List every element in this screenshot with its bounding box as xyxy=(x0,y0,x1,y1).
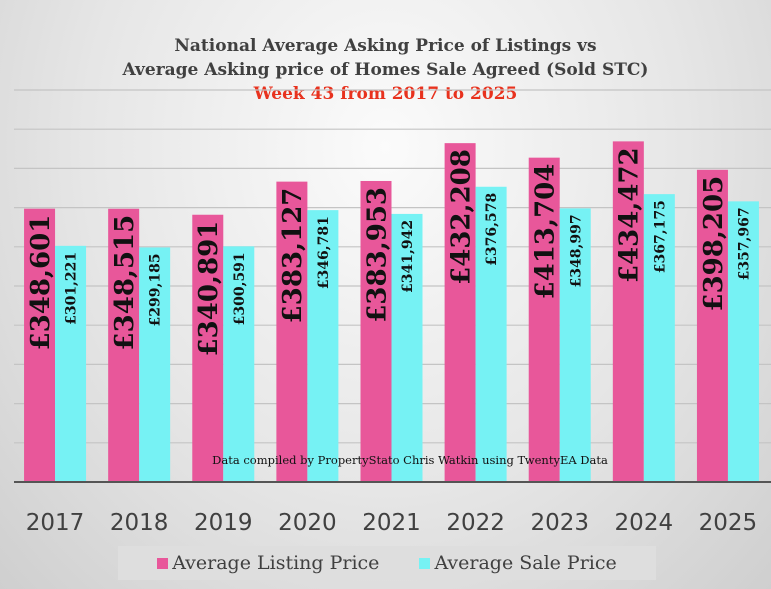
data-label-listing: £348,515 xyxy=(110,215,140,351)
x-tick-label: 2024 xyxy=(615,510,674,536)
bar-listing xyxy=(444,143,476,482)
data-label-listing: £434,472 xyxy=(615,147,645,283)
bar-listing xyxy=(612,141,644,482)
bar-sale xyxy=(475,186,507,482)
legend-item-listing: Average Listing Price xyxy=(157,552,379,574)
data-label-sale: £301,221 xyxy=(64,252,80,325)
chart-title: National Average Asking Price of Listing… xyxy=(174,36,597,56)
x-tick-label: 2022 xyxy=(446,510,505,536)
annotation: Data compiled by PropertyStato Chris Wat… xyxy=(212,453,608,467)
legend-label-sale: Average Sale Price xyxy=(434,552,617,574)
chart-title-line2: Average Asking price of Homes Sale Agree… xyxy=(122,60,649,80)
data-label-listing: £340,891 xyxy=(194,221,224,357)
bar-listing xyxy=(360,180,392,483)
legend-label-listing: Average Listing Price xyxy=(172,552,380,574)
bar-sale xyxy=(643,194,675,482)
x-tick-label: 2021 xyxy=(362,510,421,536)
data-label-sale: £299,185 xyxy=(148,253,164,326)
bar-sale xyxy=(559,208,591,482)
x-tick-label: 2017 xyxy=(26,510,85,536)
data-label-sale: £346,781 xyxy=(316,216,332,289)
data-label-sale: £348,997 xyxy=(568,214,584,287)
chart-subtitle: Week 43 from 2017 to 2025 xyxy=(253,84,518,104)
bar-listing xyxy=(24,208,56,482)
x-tick-label: 2019 xyxy=(194,510,253,536)
data-label-listing: £348,601 xyxy=(26,215,56,351)
data-label-listing: £432,208 xyxy=(446,149,476,285)
bar-listing xyxy=(528,157,560,482)
data-label-sale: £376,578 xyxy=(484,193,500,266)
bar-listing xyxy=(108,208,140,483)
data-label-listing: £398,205 xyxy=(699,176,729,312)
x-tick-label: 2018 xyxy=(110,510,169,536)
legend-swatch-sale xyxy=(419,557,431,569)
bar-sale xyxy=(55,245,87,482)
legend: Average Listing Price Average Sale Price xyxy=(118,546,656,580)
data-label-listing: £413,704 xyxy=(531,164,561,300)
x-tick-label: 2020 xyxy=(278,510,337,536)
legend-item-sale: Average Sale Price xyxy=(419,552,617,574)
bar-sale xyxy=(727,201,759,482)
bar-listing xyxy=(276,181,308,483)
data-label-sale: £341,942 xyxy=(400,220,416,293)
x-tick-label: 2023 xyxy=(530,510,589,536)
x-tick-label: 2025 xyxy=(699,510,758,536)
data-label-sale: £357,967 xyxy=(736,207,752,280)
data-label-sale: £300,591 xyxy=(232,252,248,325)
legend-swatch-listing xyxy=(157,557,169,569)
bar-listing xyxy=(192,214,224,482)
bar-sale xyxy=(391,213,423,482)
data-label-listing: £383,953 xyxy=(362,187,392,323)
bar-sale xyxy=(139,247,171,482)
bar-sale xyxy=(223,246,255,482)
data-label-sale: £367,175 xyxy=(652,200,668,273)
bar-listing xyxy=(696,169,728,482)
data-label-listing: £383,127 xyxy=(278,188,308,324)
bar-chart: £348,601 £301,221 2017 £348,515 £299,185 2018… xyxy=(14,89,771,536)
bar-sale xyxy=(307,210,339,482)
